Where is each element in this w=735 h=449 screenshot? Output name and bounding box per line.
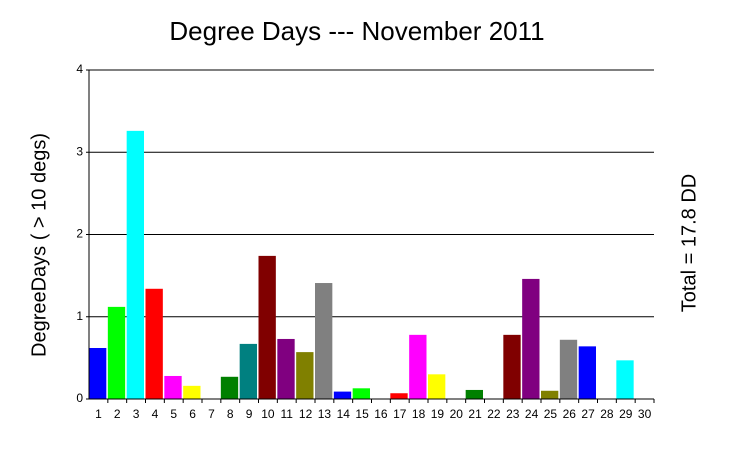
x-tick-label: 27	[581, 407, 595, 421]
bar	[465, 389, 483, 399]
x-tick-label: 3	[133, 407, 140, 421]
y-tick-label: 4	[76, 62, 83, 76]
x-tick-label: 2	[114, 407, 121, 421]
x-tick-label: 29	[619, 407, 633, 421]
bar	[183, 385, 201, 399]
bar	[145, 288, 163, 399]
bar	[89, 348, 107, 399]
x-tick-label: 12	[299, 407, 313, 421]
x-tick-label: 17	[393, 407, 407, 421]
total-annotation: Total = 17.8 DD	[678, 174, 700, 312]
bar	[164, 375, 182, 399]
bar	[258, 255, 276, 399]
y-tick-label: 2	[76, 227, 83, 241]
bar	[390, 393, 408, 399]
bar	[107, 306, 126, 399]
x-tick-label: 14	[337, 407, 351, 421]
x-tick-label: 20	[450, 407, 464, 421]
x-tick-label: 24	[525, 407, 539, 421]
x-tick-label: 7	[208, 407, 215, 421]
x-tick-label: 18	[412, 407, 426, 421]
bar	[277, 338, 295, 399]
x-tick-label: 30	[638, 407, 652, 421]
x-tick-label: 21	[468, 407, 482, 421]
bar	[239, 343, 257, 399]
x-tick-label: 25	[544, 407, 558, 421]
x-tick-label: 19	[431, 407, 445, 421]
chart-title: Degree Days --- November 2011	[169, 16, 544, 46]
x-tick-label: 13	[318, 407, 332, 421]
bar	[578, 346, 596, 399]
bar	[409, 334, 427, 399]
bar	[220, 376, 239, 399]
x-tick-label: 15	[355, 407, 369, 421]
x-tick-label: 23	[506, 407, 520, 421]
x-tick-label: 8	[227, 407, 234, 421]
x-tick-label: 26	[563, 407, 577, 421]
bar	[428, 374, 446, 399]
bar	[541, 390, 559, 399]
x-tick-label: 6	[189, 407, 196, 421]
bar	[522, 278, 540, 399]
bar	[503, 334, 521, 399]
y-tick-label: 3	[76, 144, 83, 158]
bar	[352, 388, 370, 399]
x-tick-label: 11	[281, 407, 294, 421]
x-tick-label: 10	[261, 407, 275, 421]
bar	[333, 391, 352, 399]
bar	[559, 339, 578, 399]
bar	[315, 283, 333, 399]
bar	[126, 130, 144, 400]
bar	[616, 360, 634, 399]
x-tick-label: 22	[487, 407, 501, 421]
x-tick-label: 28	[600, 407, 614, 421]
bar	[296, 352, 314, 399]
y-tick-label: 1	[76, 309, 83, 323]
x-tick-label: 4	[152, 407, 159, 421]
x-tick-label: 16	[374, 407, 388, 421]
x-tick-label: 1	[95, 407, 102, 421]
x-tick-label: 5	[170, 407, 177, 421]
y-axis-label: DegreeDays ( > 10 degs)	[28, 133, 50, 357]
x-tick-label: 9	[246, 407, 253, 421]
y-tick-label: 0	[76, 391, 83, 405]
